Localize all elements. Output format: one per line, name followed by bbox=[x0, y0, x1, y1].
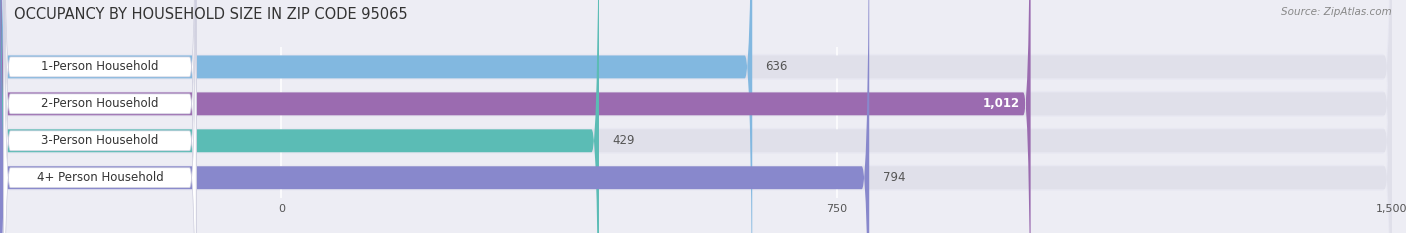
FancyBboxPatch shape bbox=[4, 0, 197, 233]
Text: 4+ Person Household: 4+ Person Household bbox=[37, 171, 163, 184]
Text: 3-Person Household: 3-Person Household bbox=[41, 134, 159, 147]
Text: Source: ZipAtlas.com: Source: ZipAtlas.com bbox=[1281, 7, 1392, 17]
FancyBboxPatch shape bbox=[0, 0, 599, 233]
FancyBboxPatch shape bbox=[4, 0, 197, 233]
Text: 1-Person Household: 1-Person Household bbox=[41, 60, 159, 73]
FancyBboxPatch shape bbox=[0, 0, 869, 233]
Text: 794: 794 bbox=[883, 171, 905, 184]
Text: 2-Person Household: 2-Person Household bbox=[41, 97, 159, 110]
FancyBboxPatch shape bbox=[0, 0, 1031, 233]
Text: OCCUPANCY BY HOUSEHOLD SIZE IN ZIP CODE 95065: OCCUPANCY BY HOUSEHOLD SIZE IN ZIP CODE … bbox=[14, 7, 408, 22]
Text: 636: 636 bbox=[765, 60, 787, 73]
FancyBboxPatch shape bbox=[4, 0, 197, 233]
FancyBboxPatch shape bbox=[0, 0, 752, 233]
FancyBboxPatch shape bbox=[4, 0, 197, 233]
Text: 1,012: 1,012 bbox=[983, 97, 1019, 110]
Text: 429: 429 bbox=[612, 134, 634, 147]
